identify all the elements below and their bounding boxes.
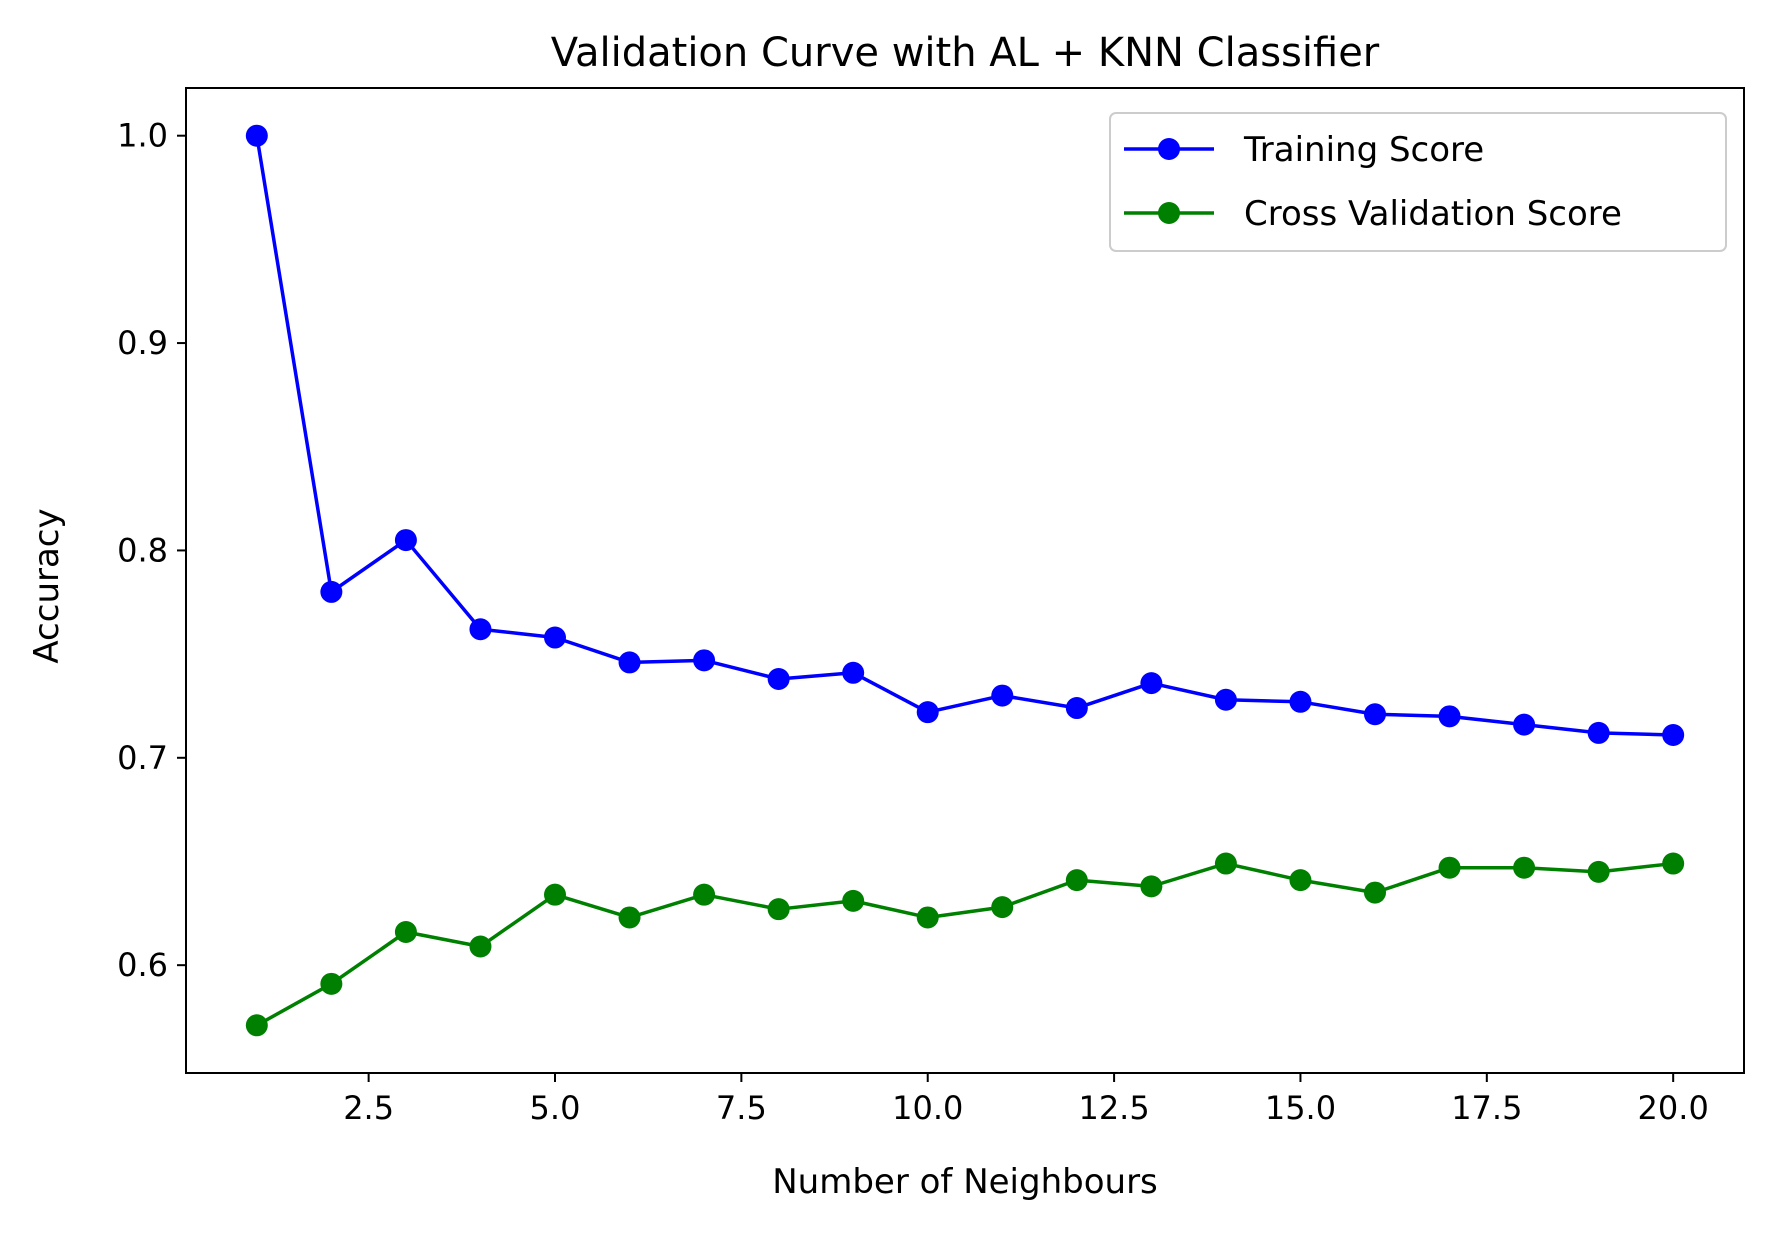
data-point (693, 883, 716, 906)
data-point (245, 124, 268, 147)
legend-label: Training Score (1243, 130, 1484, 170)
series-1 (245, 852, 1685, 1037)
data-point (1364, 881, 1386, 904)
series-line (255, 861, 1674, 1027)
data-point (1587, 721, 1610, 744)
data-point (842, 889, 865, 912)
data-point (1438, 705, 1461, 728)
data-point (320, 972, 343, 995)
data-point (469, 618, 492, 641)
data-point (1214, 852, 1237, 875)
legend-swatch-marker (1158, 202, 1180, 224)
x-tick-label: 2.5 (343, 1089, 394, 1127)
ticks-layer: 2.5 5.0 7.5 10.0 12.5 15.0 17.5 20.0 0.6 0.7 0.8 0.… (117, 117, 1709, 1127)
legend-box (1109, 112, 1727, 252)
data-point (394, 529, 417, 552)
legend-item: Training Score (1124, 130, 1484, 170)
data-point (991, 896, 1014, 919)
y-tick-label: 0.6 (117, 946, 168, 984)
y-tick-label: 1.0 (117, 117, 168, 155)
data-point (1662, 723, 1685, 746)
data-point (1140, 672, 1163, 695)
data-point (1364, 703, 1386, 726)
y-tick-label: 0.8 (117, 531, 168, 569)
x-tick-label: 7.5 (716, 1089, 767, 1127)
x-tick-label: 12.5 (1078, 1089, 1149, 1127)
data-point (1513, 713, 1536, 736)
data-point (1065, 697, 1088, 720)
data-point (1214, 688, 1237, 711)
data-point (1513, 856, 1536, 879)
x-tick-label: 5.0 (530, 1089, 581, 1127)
data-point (1065, 869, 1088, 892)
data-point (916, 701, 939, 724)
data-point (1438, 856, 1461, 879)
legend-item: Cross Validation Score (1124, 194, 1622, 234)
data-point (469, 935, 492, 958)
data-point (767, 898, 790, 921)
data-point (1587, 860, 1610, 883)
data-point (245, 1014, 268, 1037)
data-point (618, 651, 641, 674)
series-0 (245, 124, 1685, 746)
data-point (693, 649, 716, 672)
chart-title: Validation Curve with AL + KNN Classifie… (551, 30, 1380, 76)
data-point (394, 920, 417, 943)
plot-area-frame (185, 87, 1745, 1074)
x-tick-label: 10.0 (892, 1089, 963, 1127)
data-point (544, 883, 566, 906)
y-axis-label: Accuracy (27, 508, 67, 663)
y-tick-label: 0.9 (117, 324, 168, 362)
data-point (320, 580, 343, 603)
data-point (767, 668, 790, 690)
series-layer (245, 124, 1685, 1037)
data-point (991, 684, 1014, 707)
legend-swatch-marker (1158, 138, 1180, 160)
x-axis-label: Number of Neighbours (772, 1162, 1158, 1202)
data-point (1289, 869, 1312, 892)
data-point (1662, 852, 1685, 875)
legend: Training Score Cross Validation Score (1109, 112, 1727, 252)
data-point (1289, 690, 1312, 713)
y-tick-label: 0.7 (117, 739, 168, 777)
x-tick-label: 15.0 (1265, 1089, 1336, 1127)
data-point (1140, 875, 1163, 898)
data-point (544, 626, 566, 649)
x-tick-label: 20.0 (1638, 1089, 1709, 1127)
series-line (255, 135, 1674, 737)
data-point (842, 661, 865, 684)
legend-label: Cross Validation Score (1244, 194, 1622, 234)
data-point (916, 906, 939, 929)
data-point (618, 906, 641, 929)
x-tick-label: 17.5 (1451, 1089, 1522, 1127)
